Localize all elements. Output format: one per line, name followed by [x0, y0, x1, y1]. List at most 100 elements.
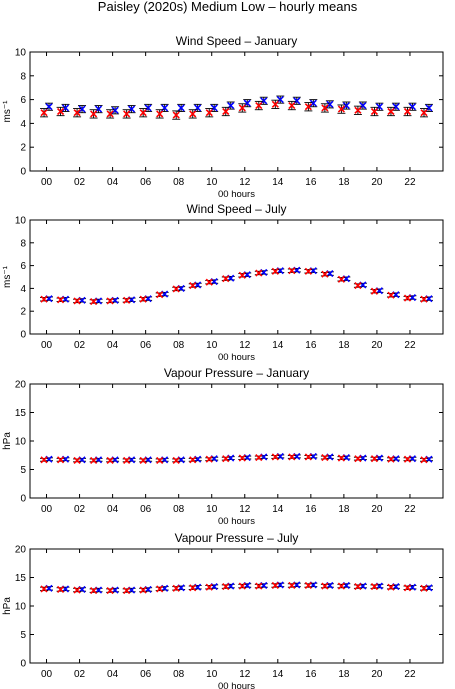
data-point	[337, 582, 345, 590]
data-point	[73, 297, 81, 305]
y-tick-label: 2	[20, 143, 26, 154]
data-point	[387, 583, 395, 591]
data-point	[90, 456, 98, 464]
x-tick-label: 06	[140, 669, 152, 680]
data-point	[354, 455, 362, 463]
data-point	[370, 287, 379, 295]
data-point	[73, 586, 81, 594]
data-point	[420, 109, 428, 117]
data-point	[387, 455, 395, 463]
x-tick-label: 14	[272, 504, 284, 515]
x-tick-label: 04	[107, 669, 119, 680]
data-point	[321, 270, 329, 278]
data-point	[420, 456, 428, 464]
panel-title: Wind Speed – January	[176, 34, 297, 48]
data-point	[111, 106, 119, 114]
data-point	[56, 107, 65, 116]
data-point	[222, 583, 230, 591]
data-point	[238, 454, 246, 462]
y-axis-label: hPa	[2, 432, 13, 450]
y-tick-label: 15	[15, 573, 27, 584]
data-point	[271, 267, 279, 275]
data-point	[106, 456, 114, 464]
data-point	[123, 296, 131, 304]
x-tick-label: 02	[74, 340, 86, 351]
x-tick-label: 18	[338, 177, 350, 188]
series-2	[40, 267, 429, 306]
y-axis-label: hPa	[2, 597, 13, 615]
x-tick-label: 12	[239, 177, 251, 188]
data-point	[205, 278, 213, 286]
data-point	[337, 454, 345, 462]
y-tick-label: 10	[15, 437, 27, 448]
data-point	[288, 453, 296, 461]
y-tick-label: 0	[20, 494, 26, 505]
y-axis-label: ms⁻¹	[2, 265, 13, 288]
data-point	[205, 109, 213, 117]
data-point	[288, 101, 296, 110]
x-tick-label: 04	[107, 504, 119, 515]
y-tick-label: 10	[15, 602, 27, 613]
data-point	[106, 297, 114, 305]
data-point	[189, 110, 197, 118]
data-point	[172, 456, 180, 464]
data-point	[139, 586, 147, 594]
x-tick-label: 10	[206, 669, 218, 680]
x-tick-label: 00	[41, 504, 53, 515]
data-point	[288, 267, 296, 275]
data-point	[370, 107, 379, 116]
plot-frame	[29, 548, 444, 664]
data-point	[420, 584, 428, 592]
x-tick-label: 04	[107, 340, 119, 351]
x-tick-label: 02	[74, 669, 86, 680]
data-point	[189, 584, 197, 592]
series-2	[40, 581, 429, 595]
y-tick-label: 8	[20, 238, 26, 249]
data-point	[222, 275, 230, 283]
y-tick-label: 0	[20, 659, 26, 670]
data-point	[222, 107, 230, 116]
chart-panel-3: Vapour Pressure – January 0 5 10 15 20 00 02 04 0…	[2, 366, 444, 527]
data-point	[288, 581, 296, 590]
x-tick-label: 20	[371, 669, 383, 680]
x-tick-label: 02	[74, 177, 86, 188]
data-point	[304, 581, 312, 590]
x-tick-label: 00	[41, 177, 53, 188]
data-point	[387, 107, 395, 116]
y-tick-label: 2	[20, 307, 26, 318]
x-axis-label: 00 hours	[218, 352, 255, 363]
data-point	[403, 455, 412, 463]
plot-frame	[29, 219, 444, 335]
x-tick-label: 00	[41, 340, 53, 351]
x-tick-label: 22	[404, 177, 416, 188]
data-point	[177, 104, 185, 112]
data-point	[337, 275, 345, 283]
data-point	[337, 105, 345, 113]
series-2	[40, 99, 429, 120]
data-point	[56, 456, 65, 464]
data-point	[106, 110, 114, 118]
data-point	[205, 455, 213, 463]
x-tick-label: 02	[74, 504, 86, 515]
data-point	[304, 453, 312, 461]
data-point	[238, 582, 246, 590]
data-point	[123, 456, 131, 464]
x-tick-label: 16	[305, 504, 317, 515]
data-point	[238, 104, 246, 112]
x-tick-label: 10	[206, 177, 218, 188]
x-tick-label: 00	[41, 669, 53, 680]
data-point	[123, 110, 131, 118]
x-tick-label: 12	[239, 504, 251, 515]
data-point	[403, 107, 412, 116]
data-point	[56, 296, 65, 304]
x-tick-label: 08	[173, 504, 185, 515]
data-point	[354, 281, 362, 290]
x-axis-label: 00 hours	[218, 681, 255, 689]
data-point	[271, 581, 279, 590]
y-tick-label: 10	[15, 216, 27, 227]
x-tick-label: 16	[305, 669, 317, 680]
x-tick-label: 20	[371, 504, 383, 515]
data-point	[255, 101, 263, 110]
